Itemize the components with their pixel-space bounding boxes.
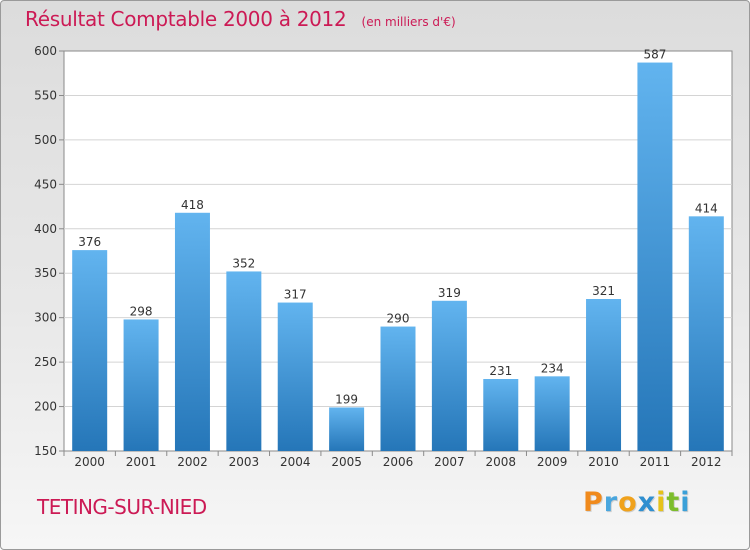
- bar-value-label: 290: [387, 312, 410, 326]
- y-tick-label: 150: [34, 444, 57, 458]
- bar-value-label: 376: [78, 235, 101, 249]
- bar: [637, 62, 673, 452]
- bar: [123, 319, 159, 451]
- bar: [329, 407, 365, 451]
- chart-subtitle: (en milliers d'€): [361, 15, 456, 29]
- y-tick-label: 350: [34, 266, 57, 280]
- bar-value-label: 319: [438, 286, 461, 300]
- x-tick-label: 2004: [280, 455, 311, 469]
- bar: [72, 250, 108, 451]
- x-tick-label: 2010: [588, 455, 619, 469]
- x-tick-label: 2012: [691, 455, 722, 469]
- x-tick-label: 2008: [485, 455, 516, 469]
- y-tick-label: 300: [34, 311, 57, 325]
- bar: [277, 302, 313, 451]
- y-tick-label: 200: [34, 400, 57, 414]
- y-tick-label: 600: [34, 44, 57, 58]
- chart-header: Résultat Comptable 2000 à 2012 (en milli…: [25, 7, 456, 31]
- y-tick-label: 400: [34, 222, 57, 236]
- x-tick-label: 2003: [229, 455, 260, 469]
- bar-value-label: 418: [181, 198, 204, 212]
- bar-value-label: 234: [541, 361, 564, 375]
- proxiti-logo: Proxiti: [583, 487, 691, 518]
- bar: [688, 216, 724, 451]
- bar-value-label: 414: [695, 201, 718, 215]
- bar-value-label: 587: [643, 48, 666, 62]
- bar: [380, 326, 416, 451]
- x-tick-label: 2005: [331, 455, 362, 469]
- bar-value-label: 352: [232, 256, 255, 270]
- bar-value-label: 298: [130, 304, 153, 318]
- bar-value-label: 199: [335, 392, 358, 406]
- bar-value-label: 317: [284, 288, 307, 302]
- x-tick-label: 2006: [383, 455, 414, 469]
- x-tick-label: 2011: [640, 455, 671, 469]
- y-tick-label: 550: [34, 88, 57, 102]
- x-tick-label: 2002: [177, 455, 208, 469]
- x-tick-label: 2000: [74, 455, 105, 469]
- x-tick-label: 2001: [126, 455, 157, 469]
- bar: [431, 300, 467, 451]
- x-tick-label: 2009: [537, 455, 568, 469]
- bar: [226, 271, 262, 451]
- bar: [586, 299, 622, 451]
- x-tick-label: 2007: [434, 455, 465, 469]
- commune-name: TETING-SUR-NIED: [37, 495, 207, 519]
- bar: [174, 212, 210, 451]
- chart-title: Résultat Comptable 2000 à 2012: [25, 7, 347, 31]
- y-tick-label: 450: [34, 177, 57, 191]
- bar: [534, 376, 570, 451]
- bar: [483, 379, 519, 451]
- y-tick-label: 250: [34, 355, 57, 369]
- bar-value-label: 321: [592, 284, 615, 298]
- bar-value-label: 231: [489, 364, 512, 378]
- y-tick-label: 500: [34, 133, 57, 147]
